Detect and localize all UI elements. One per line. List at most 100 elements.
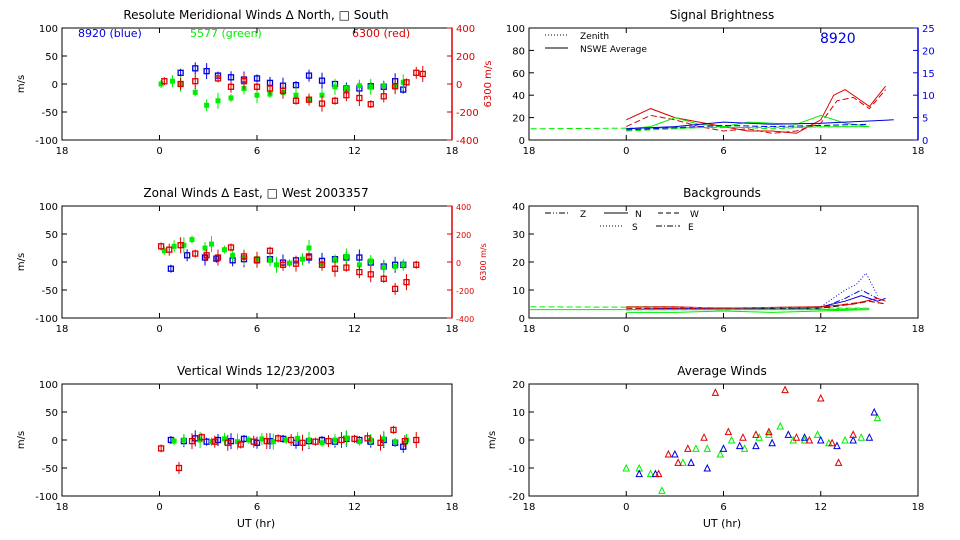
red-data-point [343, 92, 350, 99]
y2-tick-label: 0 [922, 136, 928, 147]
blue-series-line [626, 123, 870, 131]
green-data-point [392, 439, 398, 445]
red-data-point [177, 242, 184, 249]
y2-tick-label: 0 [456, 80, 462, 91]
x-tick-label: 0 [623, 146, 629, 157]
red-data-point [292, 97, 300, 104]
red-data-point [203, 252, 210, 259]
x-tick-label: 18 [912, 146, 925, 157]
blue-triangle-point [719, 444, 728, 452]
red-data-point [240, 253, 248, 260]
blue-data-point [213, 255, 220, 262]
x-axis-label: UT (hr) [237, 517, 275, 530]
red-data-point [192, 78, 199, 85]
y2-tick-label: 200 [456, 52, 475, 63]
y-tick-label: -50 [42, 464, 58, 475]
y2-tick-label: -200 [456, 108, 479, 119]
green-triangle-point [716, 449, 725, 458]
blue-triangle-point [687, 458, 695, 466]
y-tick-label: 50 [45, 408, 58, 419]
y-tick-label: 20 [512, 380, 525, 391]
x-tick-label: 18 [523, 502, 536, 513]
y-tick-label: 0 [52, 80, 58, 91]
green-data-point [287, 260, 292, 266]
y-tick-label: 50 [45, 230, 58, 241]
green-data-point [246, 437, 252, 443]
green-data-point [356, 262, 362, 268]
y2-tick-label: 20 [922, 46, 935, 57]
vertical-winds-panel: Vertical Winds 12/23/2003 m/s UT (hr) 18… [16, 364, 458, 530]
x-tick-label: 12 [348, 324, 361, 335]
blue-data-point [318, 77, 326, 84]
red-triangle-point [765, 427, 773, 436]
green-data-point [332, 257, 338, 263]
green-data-point [202, 245, 208, 251]
y-axis-label: m/s [16, 431, 27, 449]
green-data-point [368, 437, 374, 443]
blue-triangle-point [816, 435, 825, 444]
red-data-point [292, 260, 300, 267]
red-data-point [318, 100, 326, 107]
blue-triangle-point [735, 441, 744, 450]
green-data-point [228, 95, 234, 101]
green-data-point [381, 436, 387, 442]
red-triangle-point [674, 458, 682, 466]
green-triangle-point [692, 444, 700, 452]
y2-axis-label: 6300 m/s [483, 61, 494, 108]
x-tick-label: 6 [720, 324, 726, 335]
blue-triangle-point [870, 407, 879, 416]
blue-triangle-point [849, 435, 857, 444]
green-data-point [368, 84, 374, 90]
y2-tick-label: 400 [456, 203, 471, 212]
y-tick-label: 80 [512, 46, 525, 57]
green-data-point [306, 437, 312, 443]
y2-tick-label: 200 [456, 231, 471, 240]
red-data-point [380, 93, 387, 100]
green-data-point [204, 102, 210, 108]
y-tick-label: -20 [509, 492, 525, 503]
red-data-point [331, 97, 339, 104]
x-tick-label: 6 [720, 502, 726, 513]
red-triangle-point [828, 438, 836, 447]
chart-title: Average Winds [677, 364, 767, 378]
blue-series-line [626, 272, 878, 311]
green-data-point [274, 262, 279, 268]
blue-triangle-point [865, 433, 874, 441]
average-winds-panel: Average Winds m/s UT (hr) 18 0 6 12 18 20 10 0 -… [487, 364, 924, 530]
red-data-point [166, 246, 173, 253]
red-triangle-point [711, 388, 720, 396]
y2-tick-label: 400 [456, 24, 475, 35]
red-data-point [391, 83, 399, 90]
blue-data-point [214, 436, 222, 444]
green-series-line [528, 126, 870, 132]
green-data-point [400, 79, 406, 85]
legend-red: 6300 (red) [352, 27, 410, 40]
chart-title: Resolute Meridional Winds ∆ North, □ Sou… [123, 8, 388, 22]
red-triangle-point [781, 385, 789, 394]
green-data-point [171, 243, 177, 249]
blue-triangle-point [752, 441, 760, 450]
red-data-point [338, 436, 345, 444]
y2-tick-label: 0 [456, 259, 461, 268]
red-data-point [312, 438, 319, 445]
blue-data-point [167, 265, 175, 272]
y2-tick-label: 5 [922, 114, 928, 125]
red-data-point [343, 264, 350, 271]
red-data-point [377, 439, 384, 446]
y-tick-label: 10 [512, 286, 525, 297]
red-triangle-point [700, 433, 708, 441]
y-tick-label: 50 [45, 52, 58, 63]
red-triangle-point [792, 433, 801, 441]
green-data-point [192, 89, 198, 95]
green-data-point [222, 247, 227, 253]
y-tick-label: 0 [519, 436, 525, 447]
x-tick-label: 12 [814, 324, 827, 335]
green-data-point [270, 439, 276, 445]
red-triangle-point [805, 435, 814, 444]
green-data-point [170, 78, 175, 84]
x-tick-label: 18 [446, 146, 459, 157]
y-tick-label: 100 [39, 202, 58, 213]
blue-data-point [192, 65, 199, 72]
green-data-point [209, 241, 214, 247]
red-triangle-point [849, 430, 857, 438]
